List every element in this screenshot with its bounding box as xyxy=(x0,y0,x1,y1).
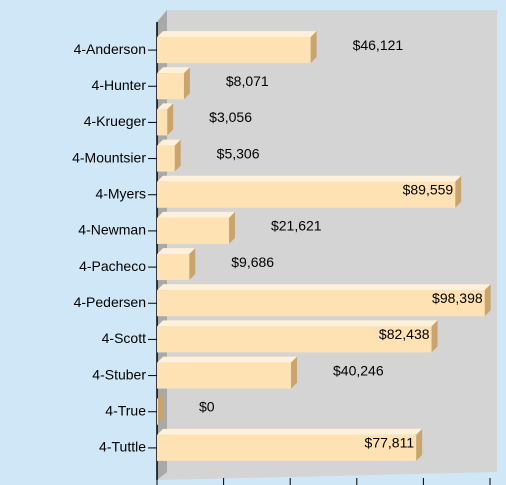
bar-face xyxy=(157,434,417,461)
bar-face xyxy=(310,31,317,64)
bar-face xyxy=(157,428,423,435)
data-label: $89,559 xyxy=(403,181,454,197)
data-label: $98,398 xyxy=(432,290,483,306)
y-tick-label: 4-Krueger xyxy=(84,113,147,129)
bar-face xyxy=(291,356,298,389)
data-label: $40,246 xyxy=(333,362,384,378)
bar xyxy=(157,248,196,281)
bar xyxy=(157,356,298,389)
bar-face xyxy=(157,73,184,100)
bar xyxy=(157,428,423,461)
bar-face xyxy=(157,145,175,172)
bar-face xyxy=(157,139,181,146)
bar xyxy=(157,139,181,172)
bar-face xyxy=(416,428,423,461)
bar-face xyxy=(484,284,491,317)
bar-face xyxy=(157,248,196,255)
y-tick-label: 4-Hunter xyxy=(92,77,147,93)
y-tick-label: 4-Stuber xyxy=(92,366,146,382)
bar xyxy=(157,103,174,136)
bar-face xyxy=(157,284,491,291)
bar-face xyxy=(157,362,292,389)
bar xyxy=(157,284,491,317)
bar xyxy=(157,31,317,64)
bar-face xyxy=(228,211,235,244)
data-label: $9,686 xyxy=(231,254,274,270)
bar-face xyxy=(174,139,181,172)
bar xyxy=(157,211,235,244)
bar-face xyxy=(157,398,158,425)
bar-face xyxy=(157,290,485,317)
bar-face xyxy=(183,67,190,100)
bar-face xyxy=(157,109,168,136)
y-tick-label: 4-Tuttle xyxy=(99,439,146,455)
bar xyxy=(157,175,462,208)
bar xyxy=(157,320,438,353)
bar-face xyxy=(157,326,432,353)
bar-face xyxy=(157,175,462,182)
data-label: $5,306 xyxy=(217,145,260,161)
y-tick-label: 4-True xyxy=(105,402,146,418)
data-label: $8,071 xyxy=(226,73,269,89)
data-label: $0 xyxy=(199,398,215,414)
bar-face xyxy=(431,320,438,353)
bar-face xyxy=(157,211,235,218)
data-label: $82,438 xyxy=(379,326,430,342)
bar-face xyxy=(157,103,174,110)
bar-face xyxy=(455,175,462,208)
y-tick-label: 4-Pacheco xyxy=(79,258,146,274)
y-tick-label: 4-Newman xyxy=(78,222,146,238)
bar-face xyxy=(157,392,163,425)
bar-face xyxy=(157,31,317,38)
bar-face xyxy=(157,217,229,244)
bar xyxy=(157,392,163,425)
bar-face xyxy=(189,248,196,281)
bar-face xyxy=(157,320,438,327)
data-label: $3,056 xyxy=(209,109,252,125)
bar-face xyxy=(157,67,190,74)
bar-face xyxy=(157,356,298,363)
y-tick-label: 4-Anderson xyxy=(74,41,146,57)
data-label: $46,121 xyxy=(353,37,404,53)
y-tick-label: 4-Myers xyxy=(95,185,146,201)
y-tick-label: 4-Pedersen xyxy=(74,294,146,310)
y-tick-label: 4-Scott xyxy=(102,330,146,346)
bar-face xyxy=(167,103,174,136)
bar xyxy=(157,67,190,100)
bar-face xyxy=(157,254,190,281)
data-label: $77,811 xyxy=(365,435,415,451)
bar-face xyxy=(157,181,456,208)
bar-face xyxy=(157,37,311,64)
data-label: $21,621 xyxy=(271,218,322,234)
y-tick-label: 4-Mountsier xyxy=(72,149,146,165)
